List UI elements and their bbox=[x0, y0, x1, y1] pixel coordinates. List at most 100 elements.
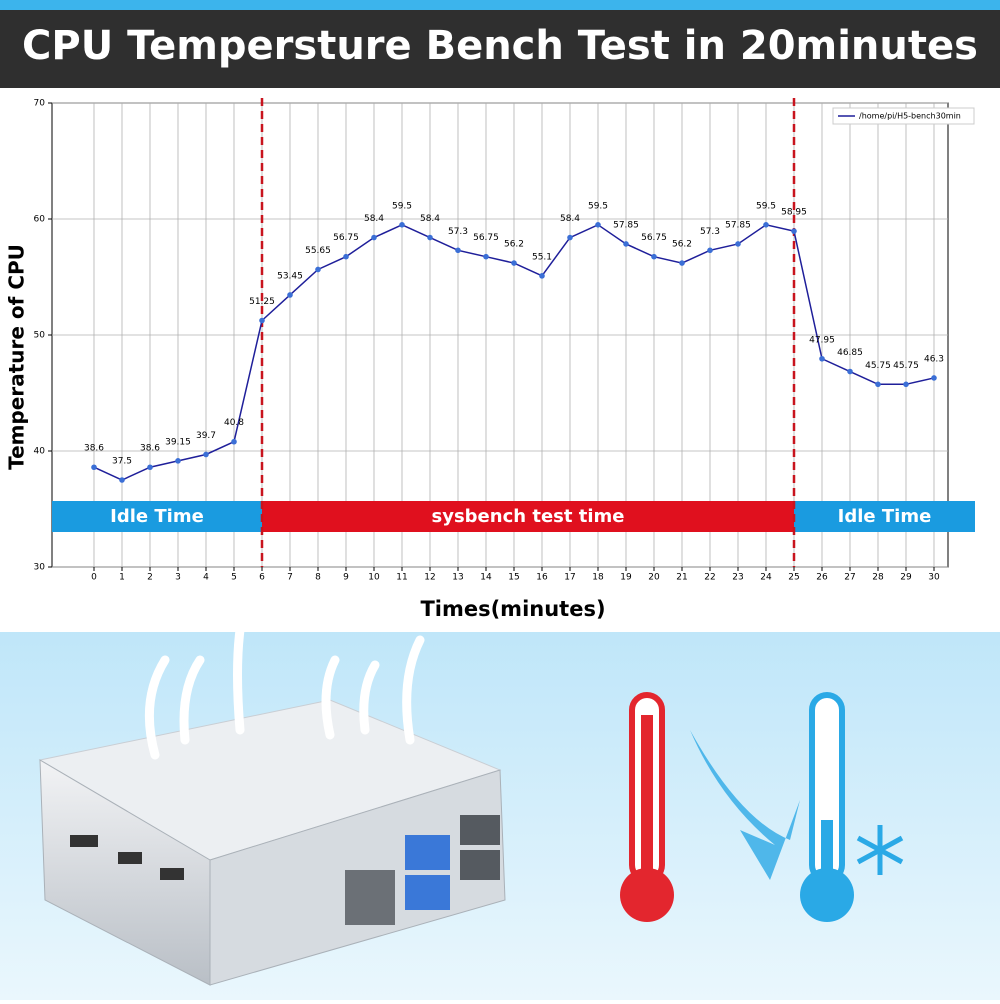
x-tick-label: 7 bbox=[287, 573, 293, 583]
x-tick-label: 26 bbox=[816, 573, 828, 583]
x-tick-label: 19 bbox=[620, 573, 632, 583]
x-tick-label: 1 bbox=[119, 573, 125, 583]
x-tick-label: 5 bbox=[231, 573, 237, 583]
data-label: 58.4 bbox=[420, 214, 440, 224]
phase-label: Idle Time bbox=[838, 506, 932, 527]
data-label: 38.6 bbox=[84, 444, 104, 454]
data-label: 58.4 bbox=[364, 214, 384, 224]
point bbox=[91, 464, 97, 471]
point bbox=[483, 253, 489, 260]
x-tick-label: 2 bbox=[147, 573, 153, 583]
x-tick-label: 23 bbox=[732, 573, 743, 583]
data-label: 56.2 bbox=[672, 240, 692, 250]
point bbox=[847, 368, 853, 375]
data-label: 46.85 bbox=[837, 348, 863, 358]
x-tick-label: 8 bbox=[315, 573, 321, 583]
data-label: 45.75 bbox=[893, 361, 919, 371]
x-tick-label: 28 bbox=[872, 573, 884, 583]
point bbox=[287, 292, 293, 298]
phase-band bbox=[794, 501, 975, 532]
point bbox=[763, 222, 769, 228]
thermometer-hot bbox=[620, 692, 674, 922]
data-label: 39.7 bbox=[196, 431, 216, 441]
point bbox=[791, 228, 797, 234]
data-label: 56.2 bbox=[504, 240, 524, 250]
data-label: 59.5 bbox=[392, 201, 412, 211]
point bbox=[399, 222, 405, 228]
x-tick-label: 9 bbox=[343, 573, 349, 583]
phase-band bbox=[52, 501, 262, 532]
point bbox=[651, 253, 657, 260]
data-label: 57.3 bbox=[700, 227, 720, 237]
x-axis-label: Times(minutes) bbox=[420, 597, 605, 621]
x-tick-label: 16 bbox=[536, 573, 548, 583]
title-bar bbox=[0, 10, 1000, 88]
x-tick-label: 14 bbox=[480, 573, 492, 583]
x-tick-label: 12 bbox=[424, 573, 435, 583]
case-illustration bbox=[38, 625, 506, 986]
point bbox=[119, 477, 125, 483]
data-label: 56.75 bbox=[333, 233, 359, 243]
data-label: 59.5 bbox=[756, 201, 776, 211]
phase-label: Idle Time bbox=[110, 506, 204, 527]
point bbox=[455, 247, 461, 254]
x-tick-label: 17 bbox=[564, 573, 575, 583]
x-tick-label: 22 bbox=[704, 573, 715, 583]
point bbox=[567, 234, 573, 241]
x-tick-label: 27 bbox=[844, 573, 855, 583]
point bbox=[931, 375, 937, 381]
legend-box bbox=[832, 107, 975, 125]
x-tick-label: 21 bbox=[676, 573, 687, 583]
data-label: 37.5 bbox=[112, 457, 132, 467]
data-label: 40.8 bbox=[224, 418, 244, 428]
data-label: 46.3 bbox=[924, 354, 944, 364]
point bbox=[343, 253, 349, 260]
y-tick-label: 40 bbox=[34, 447, 46, 457]
data-label: 38.6 bbox=[140, 444, 160, 454]
legend-label: /home/pi/H5-bench30min bbox=[859, 112, 961, 121]
point bbox=[875, 381, 881, 388]
data-label: 59.5 bbox=[588, 201, 608, 211]
point bbox=[371, 234, 377, 241]
x-tick-label: 30 bbox=[928, 573, 940, 583]
data-label: 53.45 bbox=[277, 271, 303, 281]
data-label: 57.85 bbox=[725, 220, 751, 230]
data-label: 39.15 bbox=[165, 437, 191, 447]
point bbox=[511, 260, 517, 266]
x-tick-label: 10 bbox=[368, 573, 380, 583]
data-label: 57.3 bbox=[448, 227, 468, 237]
y-tick-label: 30 bbox=[34, 563, 46, 573]
data-label: 55.65 bbox=[305, 246, 331, 256]
point bbox=[203, 451, 209, 458]
thermometer-cold bbox=[800, 692, 904, 922]
x-tick-label: 29 bbox=[900, 573, 912, 583]
phase-band bbox=[262, 501, 794, 532]
data-label: 57.85 bbox=[613, 220, 639, 230]
x-tick-label: 20 bbox=[648, 573, 660, 583]
point bbox=[231, 438, 237, 445]
point bbox=[595, 222, 601, 228]
point bbox=[539, 273, 545, 279]
point bbox=[735, 241, 741, 247]
x-tick-label: 15 bbox=[508, 573, 519, 583]
point bbox=[315, 266, 321, 273]
data-label: 45.75 bbox=[865, 361, 891, 371]
y-tick-label: 60 bbox=[34, 215, 46, 225]
x-tick-label: 13 bbox=[452, 573, 463, 583]
phase-label: sysbench test time bbox=[432, 506, 625, 527]
y-axis-label: Temperature of CPU bbox=[5, 244, 29, 470]
point bbox=[427, 234, 433, 241]
chart-title: CPU Tempersture Bench Test in 20minutes bbox=[22, 23, 978, 69]
y-tick-label: 70 bbox=[34, 99, 46, 109]
data-label: 58.4 bbox=[560, 214, 580, 224]
point bbox=[707, 247, 713, 254]
data-label: 55.1 bbox=[532, 252, 552, 262]
point bbox=[903, 381, 909, 388]
x-tick-label: 24 bbox=[760, 573, 772, 583]
y-tick-label: 50 bbox=[34, 331, 46, 341]
data-label: 56.75 bbox=[641, 233, 667, 243]
x-tick-label: 11 bbox=[396, 573, 407, 583]
point bbox=[679, 260, 685, 266]
